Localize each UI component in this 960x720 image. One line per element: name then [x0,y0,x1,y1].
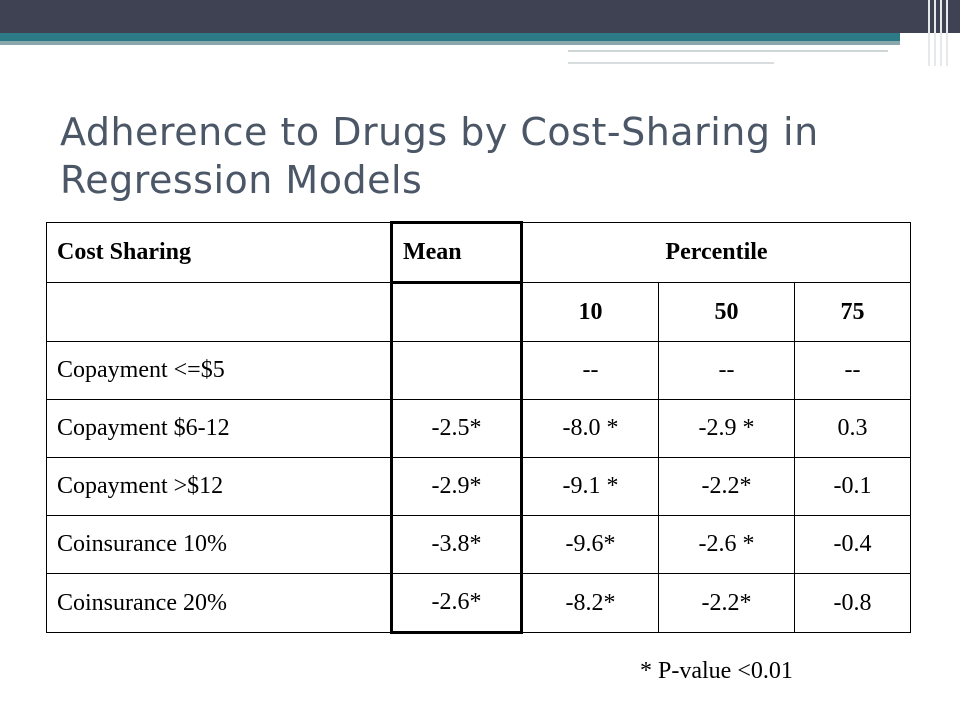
table-row: Copayment $6-12 -2.5* -8.0 * -2.9 * 0.3 [46,399,911,458]
table-row: Coinsurance 20% -2.6* -8.2* -2.2* -0.8 [46,573,911,634]
header-thin-line [568,62,774,64]
p10-cell: -- [521,341,659,400]
p50-cell: -- [658,341,795,400]
mean-cell: -3.8* [390,515,523,574]
p50-cell: -2.2* [658,457,795,516]
row-label: Copayment >$12 [46,457,392,516]
percentile-10-header: 10 [521,282,659,342]
p10-cell: -8.0 * [521,399,659,458]
mean-cell: -2.5* [390,399,523,458]
header-teal-bar [0,33,900,41]
p50-cell: -2.6 * [658,515,795,574]
p75-cell: 0.3 [794,399,911,458]
percentile-75-header: 75 [794,282,911,342]
header-thin-line [568,50,888,52]
p50-cell: -2.2* [658,573,795,633]
row-label: Coinsurance 10% [46,515,392,574]
slide-header-decoration [0,0,960,70]
mean-cell: -2.9* [390,457,523,516]
empty-cell [46,282,392,342]
mean-cell: -2.6* [390,573,523,634]
header-dark-bar [0,0,960,33]
slide-title: Adherence to Drugs by Cost-Sharing in Re… [60,110,819,202]
header-percentile: Percentile [521,222,911,283]
p10-cell: -9.1 * [521,457,659,516]
percentile-50-header: 50 [658,282,795,342]
row-label: Coinsurance 20% [46,573,392,633]
header-cost-sharing: Cost Sharing [46,222,392,283]
mean-cell [390,341,523,400]
row-label: Copayment $6-12 [46,399,392,458]
header-right-stripes [924,0,960,66]
table-row: Copayment <=$5 -- -- -- [46,341,911,400]
empty-cell [390,281,523,342]
header-mean: Mean [390,221,523,283]
p75-cell: -- [794,341,911,400]
table-row: Coinsurance 10% -3.8* -9.6* -2.6 * -0.4 [46,515,911,574]
row-label: Copayment <=$5 [46,341,392,400]
p10-cell: -8.2* [521,573,659,633]
p50-cell: -2.9 * [658,399,795,458]
table-subheader-row: 10 50 75 [46,281,911,342]
footnote: * P-value <0.01 [640,658,793,684]
p75-cell: -0.4 [794,515,911,574]
table-header-row: Cost Sharing Mean Percentile [46,221,911,283]
results-table: Cost Sharing Mean Percentile 10 50 75 Co… [46,221,911,634]
table-row: Copayment >$12 -2.9* -9.1 * -2.2* -0.1 [46,457,911,516]
p10-cell: -9.6* [521,515,659,574]
p75-cell: -0.8 [794,573,911,633]
p75-cell: -0.1 [794,457,911,516]
header-gray-bar [0,41,900,45]
